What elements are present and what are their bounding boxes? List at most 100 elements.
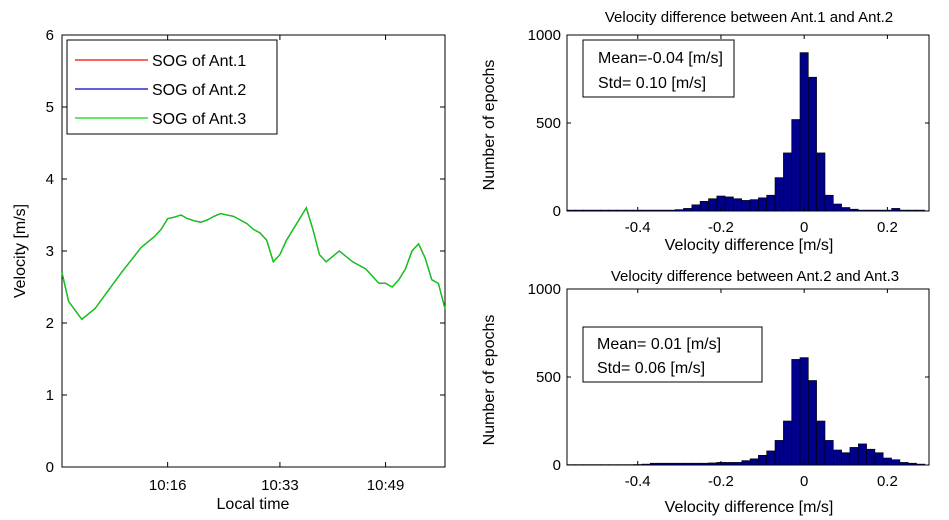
histogram-bar bbox=[574, 209, 584, 212]
histogram-bar bbox=[658, 209, 668, 212]
line-xtick-label: 10:33 bbox=[261, 477, 299, 494]
line-ytick-label: 3 bbox=[46, 243, 54, 260]
histogram-bar bbox=[683, 462, 693, 466]
histogram-bar bbox=[741, 200, 751, 212]
hist-xtick-label: 0 bbox=[800, 219, 808, 236]
hist-xtick-label: 0 bbox=[800, 473, 808, 490]
line-ytick-label: 5 bbox=[46, 99, 54, 116]
histogram-ant2-ant3: -0.4 -0.2 0 0.2 0 500 1000 Velocity differenc… bbox=[481, 268, 930, 516]
hist-ytick-label: 1000 bbox=[528, 281, 561, 298]
histogram-bar bbox=[824, 194, 834, 212]
histogram-bar bbox=[666, 462, 676, 466]
line-xtick-label: 10:16 bbox=[149, 477, 187, 494]
histogram-bar bbox=[891, 208, 901, 212]
histogram-bar bbox=[899, 209, 909, 212]
hist-ytick-label: 500 bbox=[536, 369, 561, 386]
line-ytick-label: 1 bbox=[46, 387, 54, 404]
histogram-bar bbox=[658, 462, 668, 466]
hist2-stats-box bbox=[582, 326, 763, 383]
histogram-bar bbox=[832, 203, 842, 212]
line-xlabel: Local time bbox=[217, 496, 290, 513]
histogram-bar bbox=[599, 209, 609, 212]
histogram-bar bbox=[916, 463, 926, 466]
histogram-bar bbox=[899, 462, 909, 466]
histogram-bar bbox=[733, 462, 743, 466]
histogram-bar bbox=[733, 198, 743, 212]
line-legend: SOG of Ant.1 SOG of Ant.2 SOG of Ant.3 bbox=[66, 39, 278, 135]
hist1-stats-box bbox=[582, 39, 735, 98]
hist1-annotation: Mean=-0.04 [m/s] Std= 0.10 [m/s] bbox=[582, 39, 735, 98]
hist2-std-text: Std= 0.06 [m/s] bbox=[597, 360, 705, 377]
histogram-bar bbox=[758, 197, 768, 212]
hist-xtick-label: 0.2 bbox=[877, 473, 898, 490]
histogram-bar bbox=[724, 196, 734, 212]
hist-ytick-label: 500 bbox=[536, 115, 561, 132]
histogram-bar bbox=[649, 209, 659, 212]
histogram-bar bbox=[857, 209, 867, 212]
histogram-bar bbox=[666, 209, 676, 212]
histogram-bar bbox=[691, 462, 701, 466]
histogram-bar bbox=[699, 462, 709, 466]
histogram-bar bbox=[641, 463, 651, 466]
histogram-bar bbox=[816, 420, 826, 466]
sog-line-chart: 0 1 2 3 4 5 6 10:16 10:33 10:49 Local time Veloc… bbox=[12, 27, 446, 513]
line-ytick-label: 0 bbox=[46, 459, 54, 476]
hist-ytick-label: 1000 bbox=[528, 27, 561, 44]
histogram-bar bbox=[624, 209, 634, 212]
histogram-bar bbox=[874, 452, 884, 466]
legend-label-ant3: SOG of Ant.3 bbox=[152, 111, 246, 128]
histogram-bar bbox=[583, 209, 593, 212]
hist-xtick-label: -0.4 bbox=[625, 219, 651, 236]
line-ytick-label: 4 bbox=[46, 171, 54, 188]
histogram-bar bbox=[807, 380, 817, 466]
histogram-bar bbox=[699, 201, 709, 212]
line-series-3 bbox=[61, 206, 446, 321]
histogram-bar bbox=[708, 198, 718, 212]
histogram-bar bbox=[774, 440, 784, 466]
histogram-bar bbox=[841, 452, 851, 466]
hist1-ylabel: Number of epochs bbox=[481, 60, 498, 191]
histogram-ant1-ant2: -0.4 -0.2 0 0.2 0 500 1000 Velocity differenc… bbox=[481, 9, 930, 254]
histogram-bar bbox=[724, 462, 734, 466]
histogram-bar bbox=[791, 359, 801, 466]
histogram-bar bbox=[849, 447, 859, 466]
histogram-bar bbox=[616, 209, 626, 212]
hist-ytick-label: 0 bbox=[553, 457, 561, 474]
hist-xtick-label: -0.4 bbox=[625, 473, 651, 490]
histogram-bar bbox=[832, 449, 842, 466]
histogram-bar bbox=[766, 194, 776, 212]
histogram-bar bbox=[907, 209, 917, 212]
histogram-bar bbox=[799, 52, 809, 212]
hist-xtick-label: -0.2 bbox=[708, 219, 734, 236]
line-ylabel: Velocity [m/s] bbox=[12, 204, 29, 298]
hist2-title: Velocity difference between Ant.2 and An… bbox=[611, 268, 899, 285]
legend-label-ant1: SOG of Ant.1 bbox=[152, 53, 246, 70]
histogram-bar bbox=[907, 462, 917, 466]
hist1-std-text: Std= 0.10 [m/s] bbox=[598, 75, 706, 92]
histogram-bar bbox=[758, 454, 768, 466]
histogram-bar bbox=[691, 204, 701, 212]
histogram-bar bbox=[774, 177, 784, 212]
legend-label-ant2: SOG of Ant.2 bbox=[152, 82, 246, 99]
hist2-xlabel: Velocity difference [m/s] bbox=[665, 499, 834, 516]
histogram-bar bbox=[749, 458, 759, 466]
histogram-bar bbox=[891, 459, 901, 466]
hist-xtick-label: -0.2 bbox=[708, 473, 734, 490]
histogram-bar bbox=[791, 119, 801, 212]
histogram-bar bbox=[649, 462, 659, 466]
histogram-bar bbox=[807, 76, 817, 212]
histogram-bar bbox=[816, 152, 826, 212]
histogram-bar bbox=[708, 462, 718, 466]
histogram-bar bbox=[741, 460, 751, 466]
hist2-mean-text: Mean= 0.01 [m/s] bbox=[597, 336, 721, 353]
histogram-bar bbox=[874, 209, 884, 212]
hist2-annotation: Mean= 0.01 [m/s] Std= 0.06 [m/s] bbox=[582, 326, 763, 383]
hist2-ylabel: Number of epochs bbox=[481, 315, 498, 446]
hist-xtick-label: 0.2 bbox=[877, 219, 898, 236]
histogram-bar bbox=[674, 462, 684, 466]
histogram-bar bbox=[766, 450, 776, 466]
histogram-bar bbox=[591, 209, 601, 212]
histogram-bar bbox=[608, 209, 618, 212]
histogram-bar bbox=[824, 440, 834, 466]
